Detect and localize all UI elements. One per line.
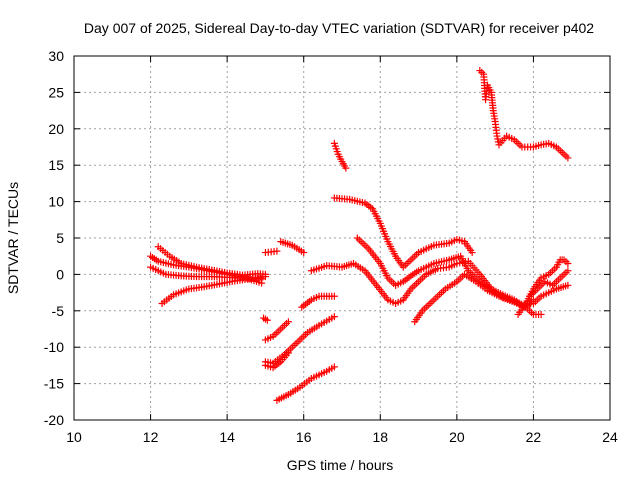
series-9 [273, 363, 338, 404]
y-axis-label: SDTVAR / TECUs [5, 182, 21, 294]
y-tick-label: 20 [48, 121, 64, 137]
y-tick-label: 30 [48, 48, 64, 64]
data-point-marker [468, 249, 476, 257]
x-tick-label: 24 [602, 429, 618, 445]
y-tick-label: 5 [56, 230, 64, 246]
y-tick-label: -5 [52, 303, 65, 319]
y-tick-label: 10 [48, 194, 64, 210]
series-3 [147, 263, 266, 287]
series-8 [261, 349, 292, 372]
series-19 [526, 267, 572, 300]
x-tick-label: 10 [66, 429, 82, 445]
y-tick-label: -10 [44, 339, 64, 355]
series-17 [411, 270, 572, 326]
data-points [147, 67, 572, 404]
y-tick-label: 0 [56, 266, 64, 282]
x-axis-label: GPS time / hours [287, 457, 394, 473]
y-tick-label: 25 [48, 84, 64, 100]
data-point-marker [258, 279, 266, 287]
data-point-marker [330, 363, 338, 371]
x-tick-label: 20 [449, 429, 465, 445]
x-tick-label: 14 [219, 429, 235, 445]
data-point-marker [564, 267, 572, 275]
data-point-marker [261, 273, 269, 281]
x-tick-label: 12 [143, 429, 159, 445]
y-tick-label: -20 [44, 412, 64, 428]
data-point-marker [330, 292, 338, 300]
x-tick-label: 16 [296, 429, 312, 445]
data-point-marker [330, 313, 338, 321]
data-point-marker [284, 318, 292, 326]
series-11 [261, 247, 281, 257]
data-point-marker [564, 154, 572, 162]
x-tick-label: 18 [372, 429, 388, 445]
chart-title: Day 007 of 2025, Sidereal Day-to-day VTE… [84, 20, 594, 36]
data-point-marker [300, 249, 308, 257]
series-2 [154, 243, 269, 279]
x-axis-ticks: 10 12 14 16 18 20 22 24 [66, 56, 618, 445]
y-axis-ticks: -20 -15 -10 -5 0 5 10 15 20 25 30 [44, 48, 610, 428]
series-6 [261, 318, 292, 344]
data-point-marker [537, 310, 545, 318]
data-point-marker [342, 164, 350, 172]
series-20 [476, 67, 572, 162]
series-13 [330, 139, 350, 172]
y-tick-label: 15 [48, 157, 64, 173]
x-tick-label: 22 [526, 429, 542, 445]
data-point-marker [273, 247, 281, 255]
data-point-marker [564, 259, 572, 267]
series-10 [298, 292, 338, 311]
data-point-marker [564, 281, 572, 289]
series-5 [260, 314, 271, 324]
series-14 [330, 194, 476, 271]
series-12 [277, 238, 308, 257]
grid-lines [74, 56, 610, 420]
series-4 [158, 273, 269, 308]
data-point-marker [284, 349, 292, 357]
y-tick-label: -15 [44, 376, 64, 392]
data-point-marker [263, 316, 271, 324]
